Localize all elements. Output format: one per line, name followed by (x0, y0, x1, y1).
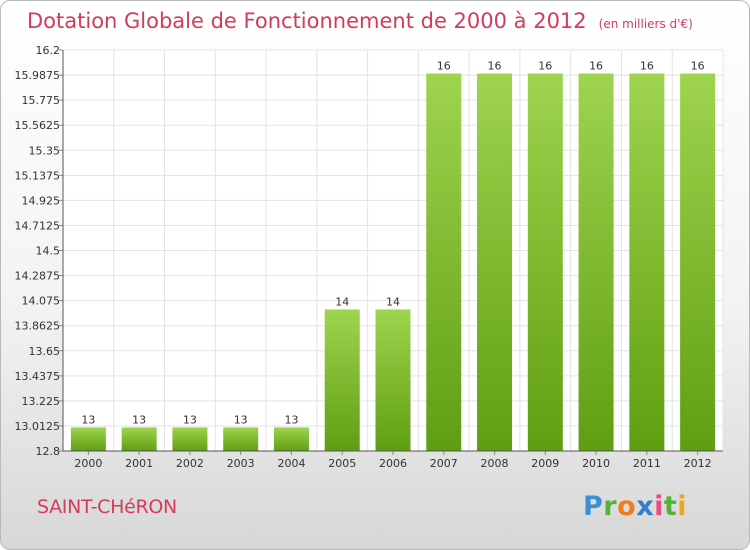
y-tick-label: 14.5 (36, 245, 61, 258)
chart-title: Dotation Globale de Fonctionnement de 20… (27, 9, 693, 33)
data-label: 16 (488, 60, 502, 73)
bar (680, 73, 716, 452)
data-label: 13 (81, 413, 95, 426)
y-tick-label: 13.4375 (15, 370, 61, 383)
bar (477, 73, 513, 452)
data-label: 13 (183, 413, 197, 426)
commune-name: SAINT-CHéRON (37, 496, 177, 518)
chart-subtitle: (en milliers d'€) (598, 17, 693, 31)
x-tick-label: 2007 (430, 457, 458, 470)
data-label: 13 (132, 413, 146, 426)
y-tick-label: 14.2875 (15, 270, 61, 283)
y-tick-label: 13.65 (29, 345, 61, 358)
bar (223, 427, 259, 451)
proxiti-logo[interactable]: Proxiti (583, 491, 688, 522)
y-tick-label: 13.225 (22, 395, 61, 408)
data-label: 13 (284, 413, 298, 426)
bar (578, 73, 614, 452)
data-label: 13 (234, 413, 248, 426)
y-tick-label: 13.8625 (15, 320, 61, 333)
y-tick-label: 15.5625 (15, 119, 61, 132)
data-label: 16 (691, 60, 705, 73)
bar (426, 73, 462, 452)
data-label: 16 (640, 60, 654, 73)
x-tick-label: 2008 (481, 457, 509, 470)
x-tick-label: 2005 (328, 457, 356, 470)
bar (70, 427, 106, 451)
data-label: 16 (437, 60, 451, 73)
bar (629, 73, 665, 452)
x-tick-label: 2003 (227, 457, 255, 470)
x-tick-label: 2004 (277, 457, 305, 470)
x-tick-label: 2009 (531, 457, 559, 470)
y-tick-label: 16.2 (36, 44, 61, 57)
y-tick-label: 13.0125 (15, 420, 61, 433)
data-label: 16 (538, 60, 552, 73)
x-tick-label: 2006 (379, 457, 407, 470)
x-tick-label: 2002 (176, 457, 204, 470)
y-tick-label: 15.775 (22, 94, 61, 107)
y-tick-label: 15.1375 (15, 169, 61, 182)
y-tick-label: 15.35 (29, 144, 61, 157)
data-label: 16 (589, 60, 603, 73)
bar (375, 309, 411, 451)
bar (121, 427, 157, 451)
bar (273, 427, 309, 451)
y-tick-label: 15.9875 (15, 69, 61, 82)
bar (172, 427, 208, 451)
y-tick-label: 14.7125 (15, 219, 61, 232)
x-tick-label: 2012 (684, 457, 712, 470)
bar (324, 309, 360, 451)
x-tick-label: 2001 (125, 457, 153, 470)
y-tick-label: 12.8 (36, 445, 61, 458)
y-tick-label: 14.075 (22, 295, 61, 308)
x-tick-label: 2000 (74, 457, 102, 470)
data-label: 14 (386, 295, 400, 308)
bar (527, 73, 563, 452)
data-label: 14 (335, 295, 349, 308)
x-tick-label: 2010 (582, 457, 610, 470)
x-tick-label: 2011 (633, 457, 661, 470)
chart-title-text: Dotation Globale de Fonctionnement de 20… (27, 9, 587, 33)
y-tick-label: 14.925 (22, 194, 61, 207)
